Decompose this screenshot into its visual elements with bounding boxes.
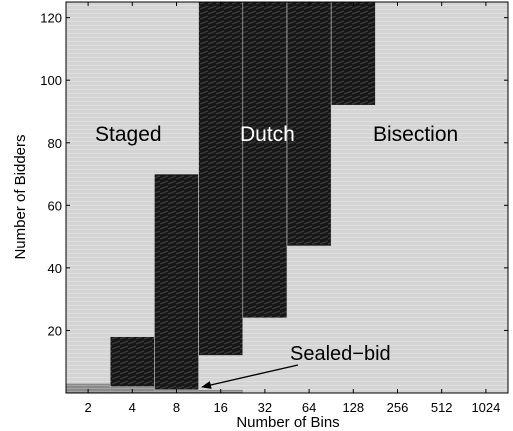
- x-tick-label: 4: [129, 400, 136, 415]
- region-cells: [66, 1, 376, 393]
- x-tick-label: 64: [302, 400, 316, 415]
- y-tick-label: 80: [48, 136, 62, 151]
- x-tick-label: 32: [258, 400, 272, 415]
- y-axis-label: Number of Bidders: [12, 134, 29, 259]
- plot-area: [65, 1, 509, 394]
- dutch-cell-16: [198, 1, 244, 356]
- x-axis-label: Number of Bins: [236, 414, 339, 431]
- dutch-region-label: Dutch: [240, 123, 295, 146]
- staged-region-label: Staged: [95, 123, 162, 146]
- y-tick-label: 120: [40, 11, 62, 26]
- x-tick-label: 256: [387, 400, 409, 415]
- x-tick-label: 2: [84, 400, 91, 415]
- dutch-cell-32: [242, 1, 288, 319]
- x-tick-label: 1024: [471, 400, 500, 415]
- x-tick-label: 16: [213, 400, 227, 415]
- sealed-bid-annotation: Sealed−bid: [290, 343, 391, 365]
- dutch-cell-4: [109, 336, 155, 388]
- dutch-cell-128: [330, 1, 376, 106]
- x-tick-label: 512: [431, 400, 453, 415]
- y-tick-label: 60: [48, 198, 62, 213]
- plot-frame: [65, 1, 509, 394]
- bisection-region-label: Bisection: [373, 123, 458, 146]
- y-tick-label: 40: [48, 261, 62, 276]
- x-axis: 2 4 8 16 32 64 128 256 512 1024: [84, 2, 500, 415]
- y-axis: 20 40 60 80 100 120: [40, 11, 508, 338]
- sealed-bid-cell-2: [66, 383, 111, 393]
- dutch-cell-64: [286, 1, 332, 247]
- dutch-cell-8: [154, 173, 199, 391]
- x-tick-label: 128: [342, 400, 364, 415]
- sealed-bid-arrow: [201, 364, 299, 389]
- x-tick-label: 8: [173, 400, 180, 415]
- y-tick-label: 100: [40, 73, 62, 88]
- y-tick-label: 20: [48, 323, 62, 338]
